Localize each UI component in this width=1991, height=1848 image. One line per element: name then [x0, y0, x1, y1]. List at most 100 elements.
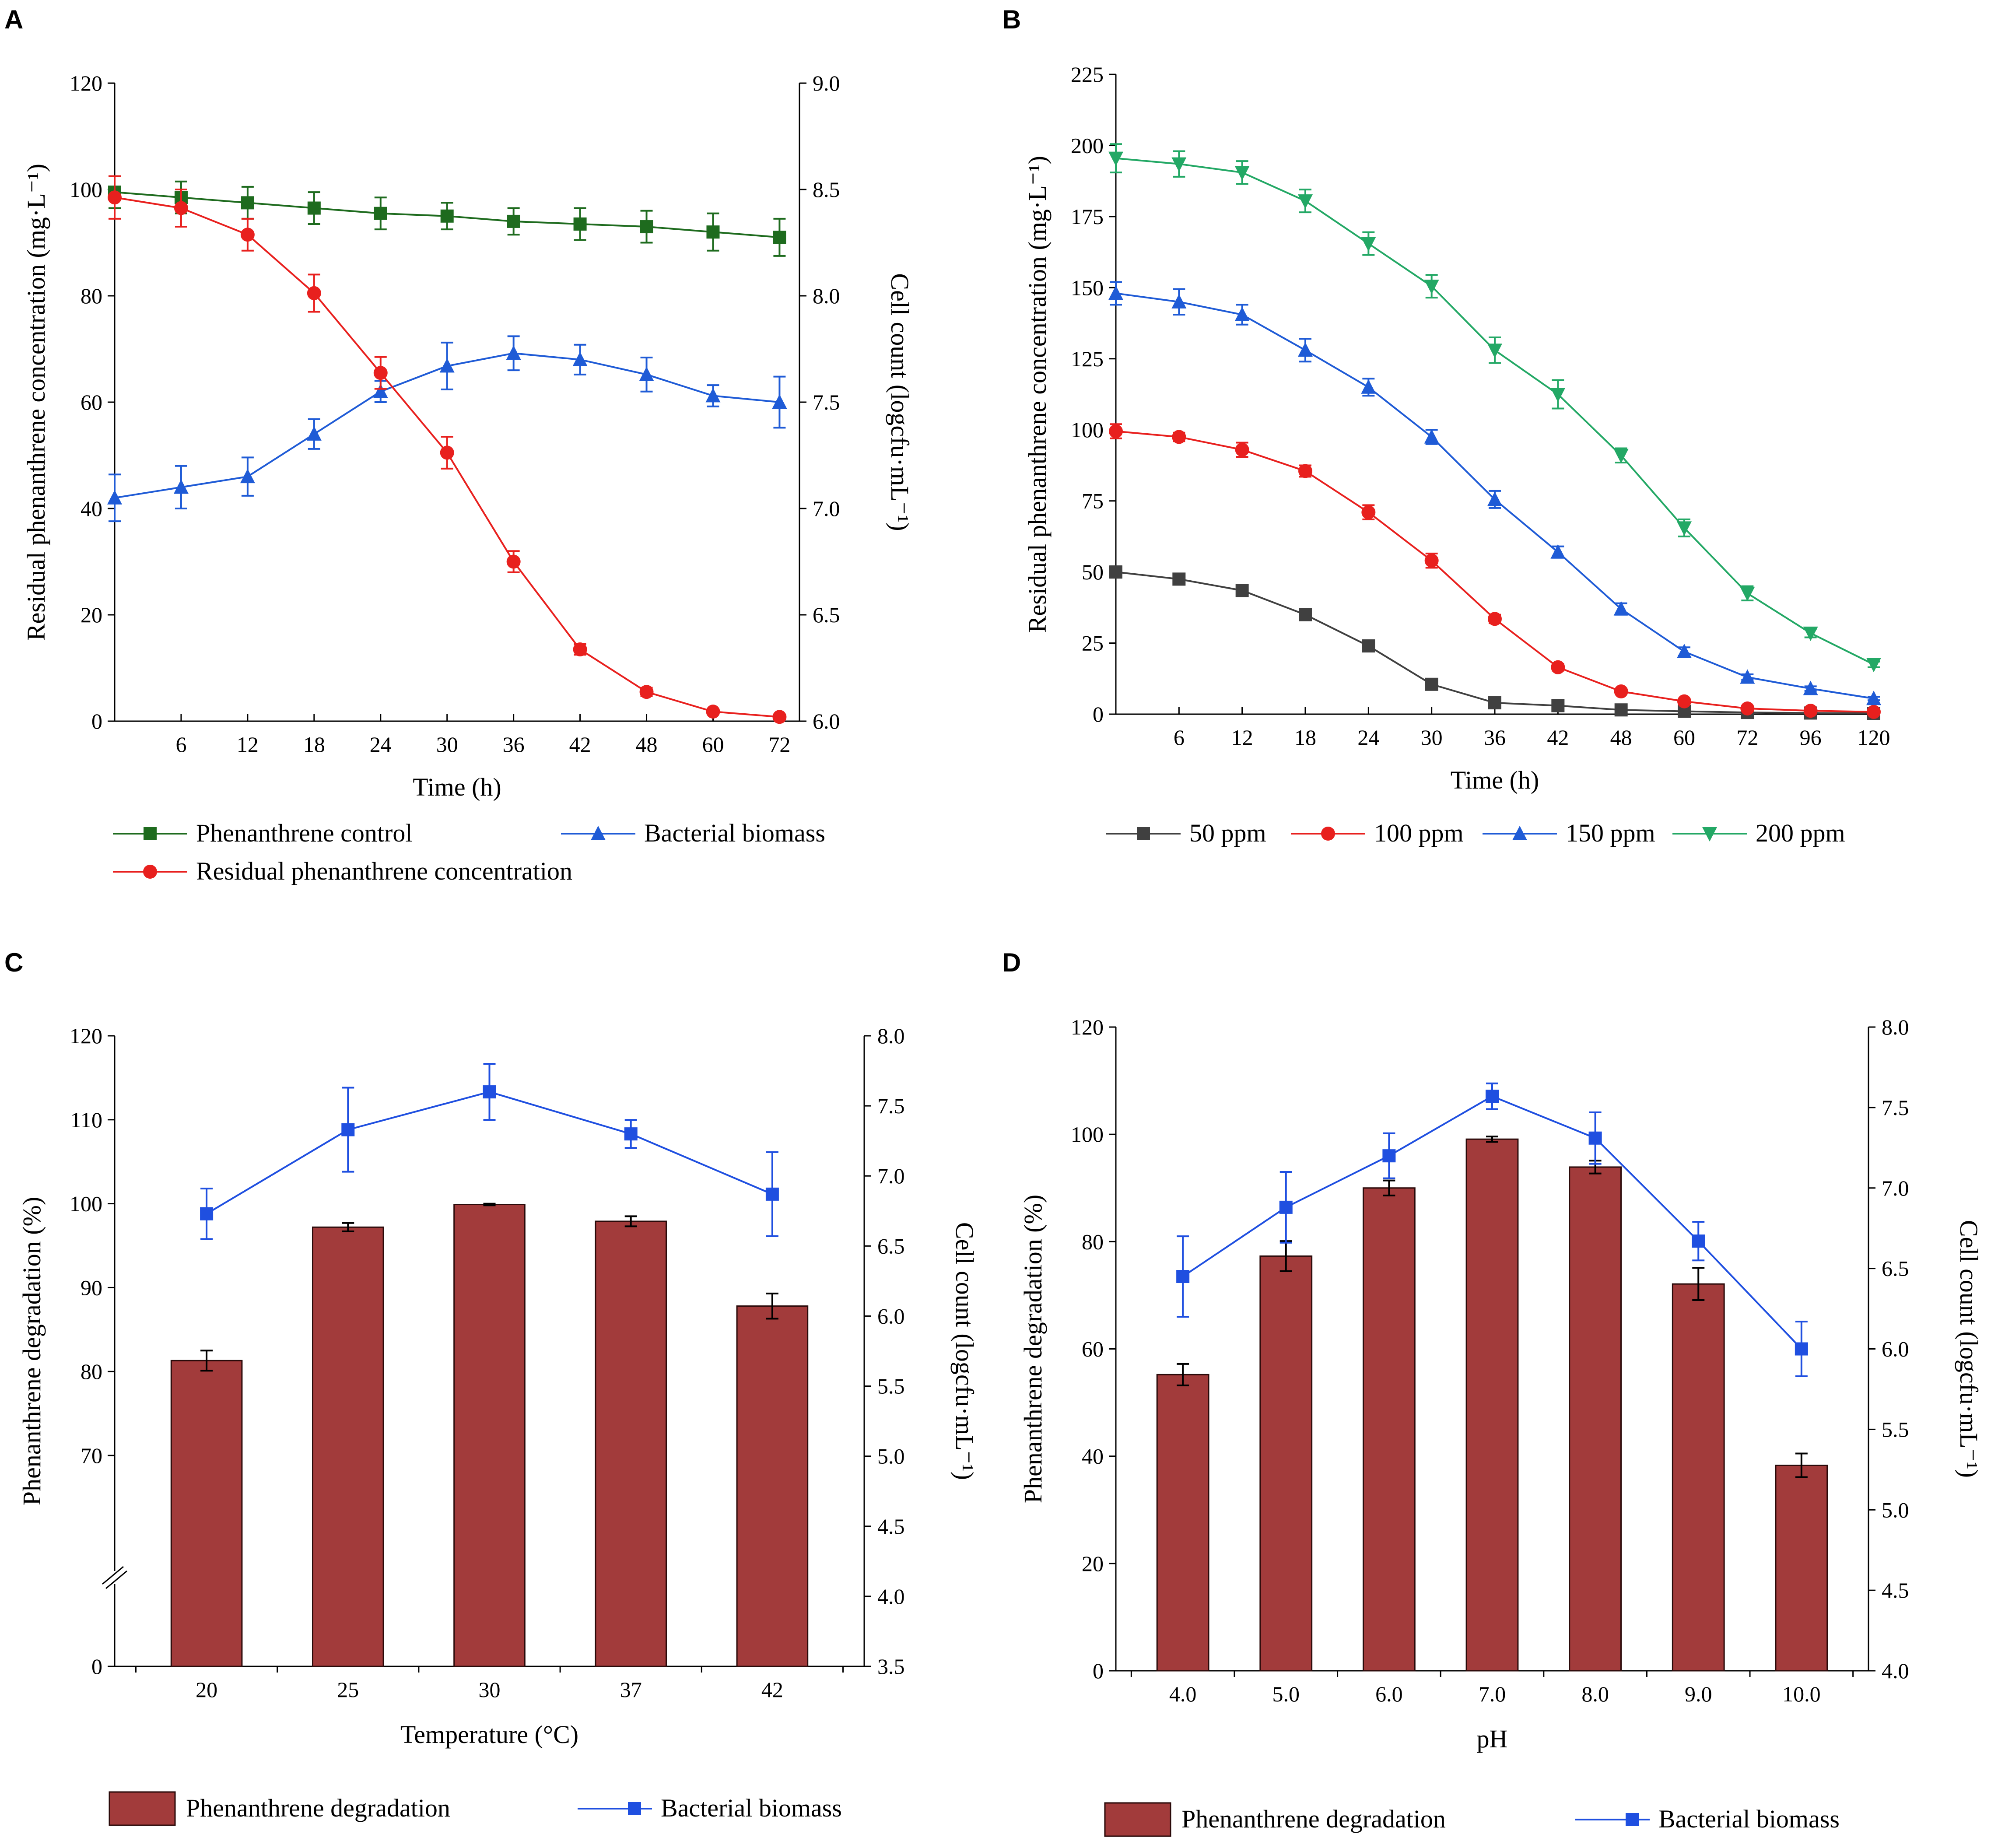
data-point: [307, 201, 321, 215]
y-tick-label-right: 3.5: [877, 1654, 905, 1679]
data-point: [1425, 677, 1438, 691]
x-tick-label: 42: [569, 732, 591, 757]
y-tick-label-left: 100: [1071, 417, 1104, 442]
bar: [312, 1226, 384, 1667]
legend-marker: [1512, 826, 1527, 840]
data-point: [506, 554, 521, 569]
data-point: [1362, 639, 1375, 653]
data-point: [1740, 701, 1755, 716]
y-tick-label-left: 110: [70, 1108, 102, 1132]
legend-label: Bacterial biomass: [644, 819, 825, 847]
panel-d: D 0 20 40 60 80 100 120 4.0 4.5 5.0 5.5 6.0 6.5 7.0 7.…: [1002, 948, 1983, 1837]
legend-item: Phenanthrene control: [113, 819, 412, 847]
data-point: [240, 469, 255, 484]
data-point: [572, 351, 588, 366]
bar: [453, 1204, 526, 1667]
x-tick-label: 60: [702, 732, 724, 757]
data-point: [1109, 424, 1123, 438]
data-point: [1299, 608, 1312, 621]
data-point: [1803, 680, 1818, 695]
error-bar: [1177, 1363, 1189, 1386]
y-tick-label-left: 50: [1082, 560, 1104, 584]
y-tick-label-right: 6.0: [813, 709, 840, 733]
y-tick-label-right: 8.0: [1882, 1015, 1909, 1039]
y-tick-label-left: 25: [1082, 631, 1104, 656]
data-point: [507, 214, 520, 228]
y-tick-label-left: 40: [1082, 1444, 1104, 1469]
data-point: [1361, 237, 1376, 252]
data-point: [773, 231, 786, 244]
series-phenanthrene-control: [108, 175, 786, 257]
y-tick-label-right: 8.0: [813, 284, 840, 308]
y-tick-label-left: 20: [1082, 1551, 1104, 1576]
data-point: [1109, 565, 1122, 579]
y-tick-label-right: 4.5: [877, 1514, 905, 1539]
x-tick-label: 12: [1231, 725, 1253, 750]
x-tick-label: 96: [1800, 725, 1822, 750]
data-point: [1866, 691, 1881, 705]
data-point: [639, 685, 654, 699]
y-tick-label-left: 0: [91, 1654, 102, 1679]
data-point: [1361, 379, 1376, 394]
data-point: [772, 394, 787, 409]
y-tick-label-right: 4.0: [1882, 1659, 1909, 1683]
data-point: [1171, 157, 1187, 172]
x-tick-label: 37: [620, 1677, 642, 1702]
y-tick-label-right: 6.5: [1882, 1256, 1909, 1281]
legend-item: Residual phenanthrene concentration: [113, 857, 572, 885]
x-tick-label: 30: [1421, 725, 1443, 750]
y-tick-label-left: 75: [1082, 489, 1104, 513]
y-axis-title-left: Residual phenanthrene concentration (mg·…: [22, 164, 50, 641]
y-tick-label-right: 5.0: [1882, 1497, 1909, 1522]
series-200-ppm: [1108, 143, 1881, 673]
legend-label: Phenanthrene control: [196, 819, 412, 847]
error-bar: [1692, 1267, 1705, 1301]
x-tick-label: 6: [1174, 725, 1185, 750]
data-point: [1614, 684, 1628, 699]
data-point: [706, 705, 720, 719]
y-axis-title-left: Residual phenanthrene concentration (mg·…: [1023, 156, 1052, 633]
y-axis-title-right: Cell count (logcfu·mL⁻¹): [1955, 1220, 1983, 1478]
x-tick-label: 18: [303, 732, 325, 757]
bar: [1259, 1255, 1313, 1672]
data-point: [439, 358, 455, 373]
data-point: [1172, 430, 1186, 444]
y-tick-label-left: 225: [1071, 62, 1104, 87]
legend-marker: [1137, 827, 1150, 840]
x-axis-title: Temperature (°C): [400, 1720, 578, 1749]
legend-swatch: [109, 1791, 176, 1826]
y-tick-label-left: 70: [81, 1443, 102, 1468]
data-point: [1361, 505, 1376, 519]
data-point: [483, 1085, 496, 1099]
data-point: [1551, 699, 1565, 712]
y-tick-label-left: 20: [81, 603, 102, 627]
data-point: [373, 383, 388, 398]
legend-label: Phenanthrene degradation: [186, 1794, 450, 1822]
y-tick-label-right: 5.0: [877, 1444, 905, 1469]
y-tick-label-right: 8.5: [813, 177, 840, 202]
data-point: [1424, 429, 1439, 444]
y-tick-label-right: 6.5: [813, 603, 840, 627]
series-100-ppm: [1109, 423, 1881, 719]
data-point: [1487, 344, 1502, 358]
series-line: [1115, 430, 1874, 713]
x-tick-label: 30: [436, 732, 458, 757]
data-point: [174, 201, 188, 215]
y-tick-label-left: 90: [81, 1275, 102, 1300]
y-tick-label-left: 60: [81, 390, 102, 414]
y-tick-label-right: 9.0: [813, 71, 840, 95]
legend-item: Bacterial biomass: [561, 819, 825, 847]
data-point: [1614, 703, 1628, 717]
bar: [1156, 1374, 1209, 1672]
data-point: [573, 642, 587, 656]
y-tick-label-left: 40: [81, 496, 102, 521]
data-point: [173, 479, 189, 494]
data-point: [1424, 280, 1439, 295]
x-tick-label: 42: [761, 1677, 783, 1702]
y-tick-label-left: 60: [1082, 1337, 1104, 1361]
legend-marker: [1626, 1813, 1639, 1826]
data-point: [624, 1127, 638, 1141]
y-tick-label-left: 100: [70, 177, 102, 202]
y-tick-label-left: 80: [81, 1359, 102, 1384]
y-tick-label-left: 80: [1082, 1229, 1104, 1254]
